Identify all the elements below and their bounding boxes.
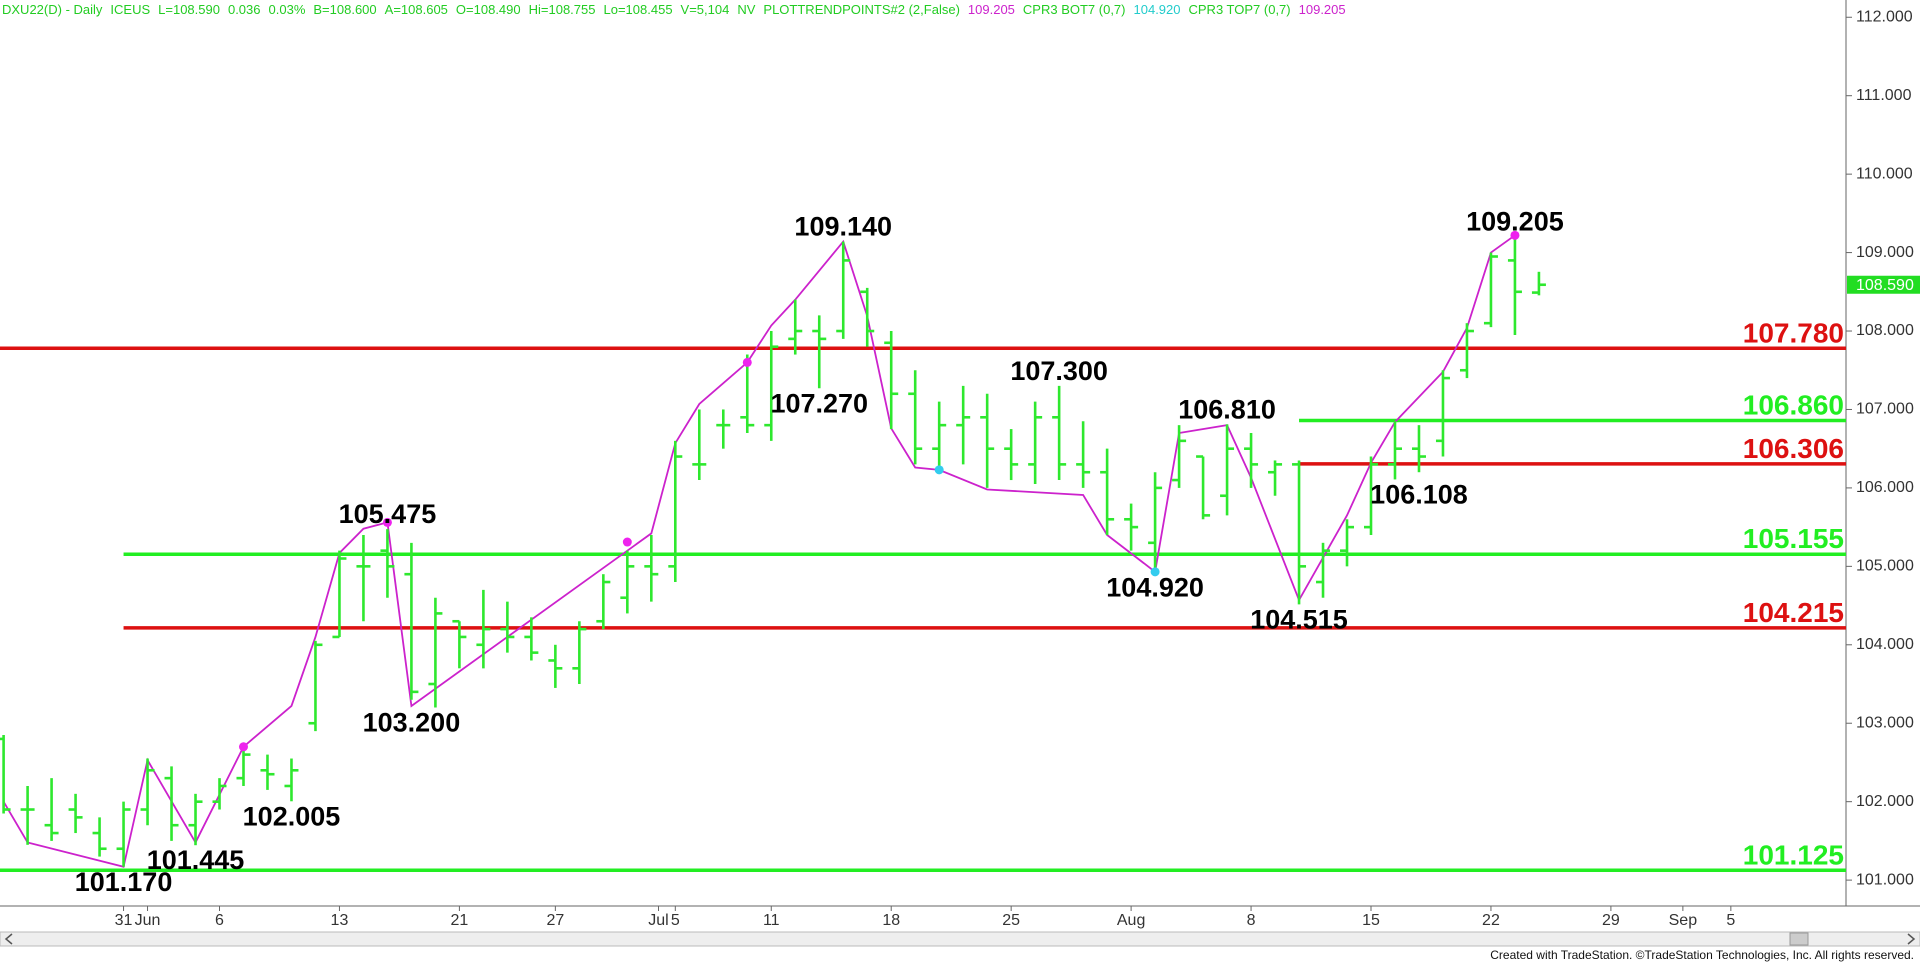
price-annotation: 104.515 — [1250, 604, 1348, 634]
last-price-tag — [1847, 275, 1920, 294]
scroll-thumb[interactable] — [1789, 932, 1809, 946]
header-item: 0.036 — [227, 2, 261, 17]
y-tick-label: 101.000 — [1856, 871, 1914, 888]
header-item: CPR3 TOP7 (0,7) — [1188, 2, 1291, 17]
price-annotation: 109.140 — [794, 212, 892, 242]
x-tick-label: 29 — [1602, 912, 1620, 929]
x-tick-label: 5 — [1726, 912, 1735, 929]
header-item: 0.03% — [268, 2, 306, 17]
y-tick-label: 111.000 — [1856, 87, 1912, 104]
price-annotation: 104.920 — [1106, 573, 1204, 603]
header-item: NV — [737, 2, 756, 17]
level-label: 101.125 — [1743, 839, 1844, 870]
trend-point — [622, 537, 632, 547]
header-item: 104.920 — [1133, 2, 1181, 17]
y-tick-label: 110.000 — [1856, 165, 1913, 182]
price-annotation: 106.810 — [1178, 394, 1276, 424]
price-annotation: 101.445 — [147, 845, 245, 875]
x-tick-label: 5 — [671, 912, 680, 929]
x-tick-label: 18 — [882, 912, 900, 929]
header-item: ICEUS — [110, 2, 151, 17]
header-item: PLOTTRENDPOINTS#2 (2,False) — [763, 2, 960, 17]
x-tick-label: 27 — [546, 912, 564, 929]
header-item: Lo=108.455 — [603, 2, 673, 17]
trend-point — [238, 742, 248, 752]
price-annotation: 103.200 — [363, 708, 461, 738]
trend-point — [1150, 567, 1160, 577]
y-tick-label: 106.000 — [1856, 479, 1914, 496]
plot-area — [0, 0, 1846, 906]
price-annotation: 105.475 — [339, 499, 437, 529]
level-label: 105.155 — [1743, 523, 1844, 554]
x-tick-label: 22 — [1482, 912, 1500, 929]
footer: Created with TradeStation. ©TradeStation… — [1490, 948, 1914, 962]
trend-line — [2, 234, 1516, 868]
header-item: B=108.600 — [313, 2, 377, 17]
header-item: 109.205 — [967, 2, 1015, 17]
level-label: 106.860 — [1743, 389, 1844, 420]
trend-point — [742, 357, 752, 367]
price-annotation: 106.108 — [1370, 479, 1468, 509]
x-tick-label: 21 — [451, 912, 469, 929]
price-annotation: 101.170 — [75, 867, 173, 897]
header-item: L=108.590 — [158, 2, 220, 17]
header-item: O=108.490 — [455, 2, 521, 17]
level-label: 106.306 — [1743, 433, 1844, 464]
price-annotation: 109.205 — [1466, 207, 1564, 237]
x-tick-label: 8 — [1247, 912, 1256, 929]
price-annotation: 107.300 — [1010, 356, 1108, 386]
last-price-label: 108.590 — [1856, 277, 1914, 294]
x-tick-label: Jul — [648, 912, 668, 929]
trend-point — [934, 465, 944, 475]
trend-point — [382, 517, 392, 527]
header-item: 109.205 — [1298, 2, 1346, 17]
y-tick-label: 104.000 — [1856, 636, 1914, 653]
header-item: CPR3 BOT7 (0,7) — [1022, 2, 1126, 17]
price-annotation: 107.270 — [770, 388, 868, 418]
x-tick-label: 25 — [1002, 912, 1020, 929]
level-label: 104.215 — [1743, 597, 1844, 628]
x-tick-label: 31 — [115, 912, 133, 929]
y-tick-label: 107.000 — [1856, 401, 1914, 418]
x-tick-label: 11 — [763, 912, 780, 929]
y-tick-label: 103.000 — [1856, 714, 1914, 731]
y-tick-label: 102.000 — [1856, 793, 1914, 810]
header-item: A=108.605 — [384, 2, 448, 17]
header-item: DXU22(D) - Daily — [2, 2, 103, 17]
y-tick-label: 105.000 — [1856, 558, 1914, 575]
trend-point — [1510, 230, 1520, 240]
x-tick-label: 13 — [331, 912, 349, 929]
x-tick-label: 6 — [215, 912, 224, 929]
y-tick-label: 112.000 — [1856, 8, 1913, 25]
header-item: Hi=108.755 — [528, 2, 596, 17]
scroll-left[interactable] — [4, 933, 13, 945]
y-tick-label: 109.000 — [1856, 244, 1914, 261]
x-tick-label: Jun — [135, 912, 161, 929]
scroll-right[interactable] — [1907, 933, 1916, 945]
header: DXU22(D) - Daily ICEUS L=108.590 0.036 0.03%… — [2, 2, 1354, 17]
x-tick-label: 15 — [1362, 912, 1380, 929]
price-annotation: 102.005 — [243, 801, 341, 831]
scrollbar[interactable] — [0, 931, 1920, 947]
x-tick-label: Aug — [1117, 912, 1145, 929]
header-item: V=5,104 — [680, 2, 730, 17]
level-label: 107.780 — [1743, 317, 1844, 348]
y-tick-label: 108.000 — [1856, 322, 1914, 339]
x-tick-label: Sep — [1669, 912, 1698, 929]
